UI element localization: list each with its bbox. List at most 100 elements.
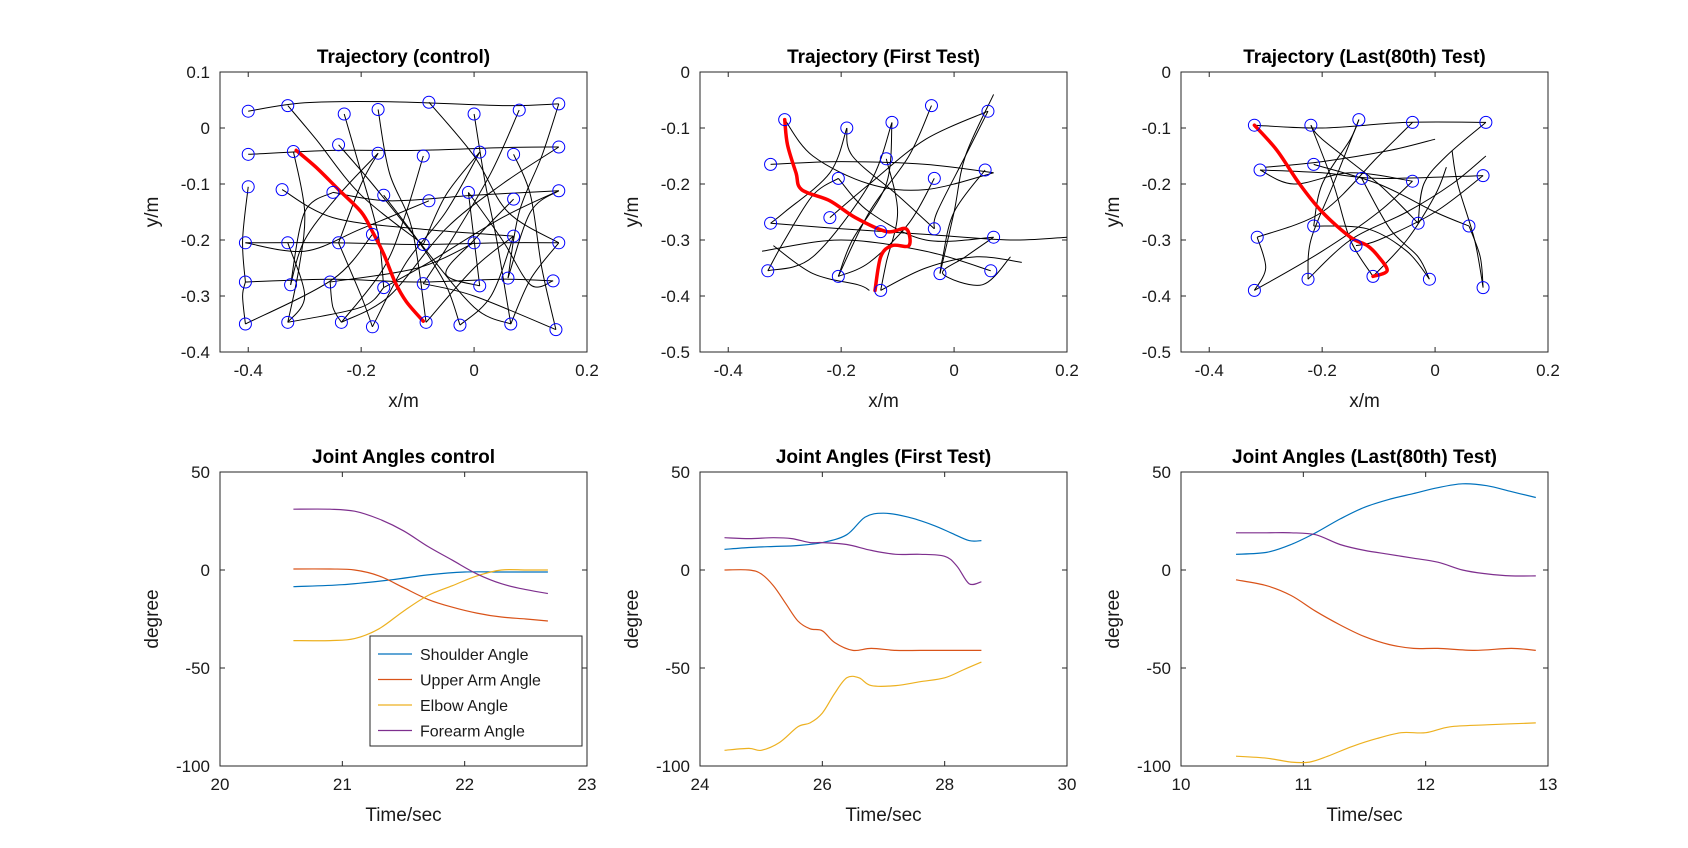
y-tick-label: -50	[185, 659, 210, 678]
x-tick-label: 26	[813, 775, 832, 794]
target-marker	[275, 183, 289, 197]
y-tick-label: -100	[656, 757, 690, 776]
y-axis-label: degree	[1103, 589, 1124, 648]
x-tick-label: 11	[1295, 775, 1313, 794]
target-marker	[365, 227, 379, 241]
x-tick-label: 30	[1058, 775, 1077, 794]
target-marker	[326, 185, 340, 199]
x-tick-label: 0	[949, 361, 958, 380]
target-marker	[552, 140, 566, 154]
highlight-trajectory	[1252, 123, 1389, 279]
target-marker	[241, 180, 255, 194]
target-marker	[874, 283, 888, 297]
target-marker	[1476, 169, 1490, 183]
trajectory-path	[1307, 155, 1487, 280]
target-marker	[501, 271, 515, 285]
trajectory-path	[1310, 124, 1419, 224]
plot-area	[699, 71, 1068, 353]
x-tick-label: 0	[1430, 361, 1439, 380]
target-marker	[987, 230, 1001, 244]
trajectory-path	[343, 113, 385, 288]
target-marker	[332, 138, 346, 152]
highlight-trajectory	[294, 148, 426, 323]
trajectory-path	[767, 122, 893, 272]
trajectory-path	[837, 122, 893, 277]
chart-panel-5: 24 26 28 30 -100 -50 0 50 Joint Angles (First Te…	[622, 447, 1076, 826]
y-tick-label: -0.1	[181, 175, 210, 194]
plot-area	[219, 71, 588, 353]
target-marker	[984, 264, 998, 278]
target-marker	[284, 278, 298, 292]
trajectory-path	[1451, 150, 1484, 288]
y-axis-label: y/m	[622, 197, 643, 228]
target-marker	[281, 236, 295, 250]
x-tick-label: 0.2	[1536, 361, 1560, 380]
target-marker	[874, 225, 888, 239]
target-marker	[286, 145, 300, 159]
trajectory-path	[1313, 163, 1470, 227]
y-tick-label: -100	[1137, 757, 1171, 776]
target-marker	[238, 275, 252, 289]
x-tick-label: 12	[1416, 775, 1435, 794]
trajectory-path	[1254, 121, 1486, 129]
target-marker	[1349, 239, 1363, 253]
trajectory-path	[770, 127, 848, 224]
target-marker	[823, 211, 837, 225]
chart-panel-1: -0.4 -0.2 0 0.2 -0.4 -0.3 -0.2 -0.1 0 0.1 Trajecto…	[142, 47, 599, 412]
trajectory-path	[459, 235, 515, 326]
target-marker	[552, 184, 566, 198]
target-marker	[552, 236, 566, 250]
y-tick-label: -50	[665, 659, 690, 678]
trajectory-path	[383, 190, 560, 289]
target-marker	[453, 318, 467, 332]
legend-label: Elbow Angle	[420, 698, 508, 715]
target-marker	[365, 320, 379, 334]
target-marker	[334, 315, 348, 329]
series-line-forearm-angle	[1236, 532, 1536, 577]
trajectory-path	[287, 242, 306, 323]
series-line-elbow-angle	[724, 661, 982, 752]
y-axis-label: degree	[622, 589, 643, 648]
target-marker	[1405, 115, 1419, 129]
trajectory-path	[1265, 138, 1436, 168]
x-axis-label: x/m	[868, 391, 899, 412]
trajectory-path	[338, 152, 379, 243]
series-line-elbow-angle	[1235, 722, 1536, 764]
x-tick-label: -0.2	[347, 361, 376, 380]
target-marker	[507, 147, 521, 161]
target-marker	[764, 216, 778, 230]
target-marker	[1422, 272, 1436, 286]
y-tick-label: 0	[681, 561, 690, 580]
target-marker	[778, 113, 792, 127]
y-axis-label: y/m	[142, 197, 163, 228]
plot-content	[761, 94, 1067, 297]
target-marker	[238, 236, 252, 250]
target-marker	[1307, 157, 1321, 171]
series-line-upper-arm-angle	[1235, 579, 1536, 652]
trajectory-path	[248, 100, 559, 112]
target-marker	[879, 152, 893, 166]
target-marker	[416, 149, 430, 163]
series-line-upper-arm-angle	[724, 569, 982, 652]
series-line-forearm-angle	[724, 537, 982, 586]
y-tick-label: 50	[191, 463, 210, 482]
trajectory-path	[423, 283, 557, 331]
target-marker	[473, 145, 487, 159]
trajectory-path	[281, 189, 514, 237]
trajectory-path	[245, 200, 430, 253]
trajectory-path	[242, 281, 246, 325]
trajectory-path	[767, 177, 839, 272]
target-marker	[1479, 115, 1493, 129]
target-marker	[419, 315, 433, 329]
y-tick-label: 0	[201, 561, 210, 580]
legend: Shoulder Angle Upper Arm Angle Elbow Angle…	[369, 635, 583, 747]
target-marker	[1405, 174, 1419, 188]
trajectory-path	[1361, 178, 1430, 280]
x-tick-label: -0.4	[234, 361, 263, 380]
y-tick-label: -100	[176, 757, 210, 776]
target-marker	[981, 104, 995, 118]
trajectory-path	[773, 245, 870, 291]
highlight-trajectory	[782, 117, 912, 293]
y-tick-label: -0.2	[661, 175, 690, 194]
